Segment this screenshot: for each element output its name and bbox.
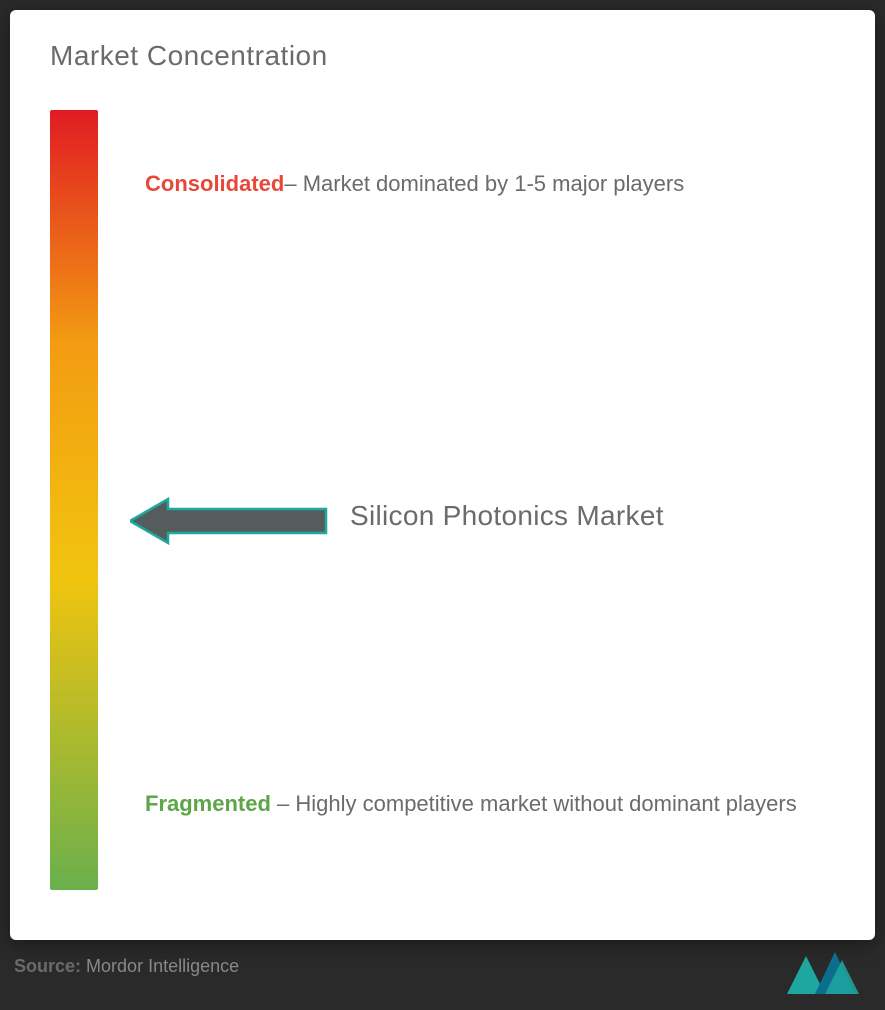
consolidated-highlight: Consolidated — [145, 171, 284, 196]
fragmented-annotation: Fragmented – Highly competitive market w… — [145, 780, 845, 828]
fragmented-rest: – Highly competitive market without domi… — [271, 791, 797, 816]
source-attribution: Source: Mordor Intelligence — [14, 956, 239, 977]
source-label: Source: — [14, 956, 81, 976]
fragmented-highlight: Fragmented — [145, 791, 271, 816]
brand-logo-icon — [787, 950, 865, 994]
indicator-arrow-icon — [130, 496, 328, 546]
market-name-label: Silicon Photonics Market — [350, 500, 664, 532]
title: Market Concentration — [50, 40, 328, 72]
concentration-gradient-bar — [50, 110, 98, 890]
source-value: Mordor Intelligence — [86, 956, 239, 976]
card: Market Concentration Consolidated– Marke… — [10, 10, 875, 940]
consolidated-rest: – Market dominated by 1-5 major players — [284, 171, 684, 196]
consolidated-annotation: Consolidated– Market dominated by 1-5 ma… — [145, 160, 825, 208]
